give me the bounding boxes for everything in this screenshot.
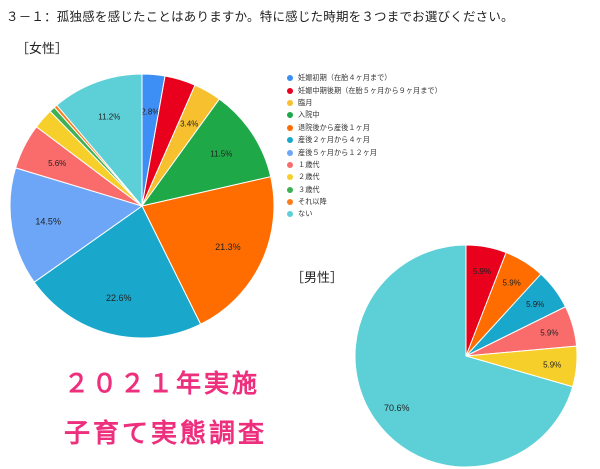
slice-label: 21.3% (215, 242, 241, 252)
legend-item: 産後５ヶ月から１２ヶ月 (287, 146, 442, 158)
pie-slice (33, 205, 202, 339)
legend-label: ２歳代 (298, 172, 320, 182)
legend-item: ２歳代 (287, 171, 442, 183)
slice-label: 11.5% (210, 150, 232, 159)
female-section-label: ［女性］ (16, 42, 69, 57)
legend-item: 臨月 (287, 97, 442, 109)
legend-label: それ以降 (298, 197, 327, 207)
legend-swatch (287, 211, 293, 218)
slice-label: 5.6% (48, 159, 66, 168)
legend-swatch (287, 199, 293, 206)
legend-swatch (287, 112, 293, 119)
slice-label: 14.5% (35, 216, 61, 226)
legend-swatch (287, 99, 293, 106)
pie-slice (141, 176, 275, 325)
slice-label: 2.8% (141, 107, 159, 116)
slice-label: 22.6% (106, 293, 132, 303)
legend-swatch (287, 149, 293, 156)
legend-swatch (287, 87, 293, 94)
legend-item: それ以降 (287, 196, 442, 208)
legend-item: ３歳代 (287, 184, 442, 196)
legend-label: 産後２ヶ月から４ヶ月 (298, 135, 370, 145)
legend-label: 臨月 (298, 97, 313, 107)
legend-label: ない (298, 209, 313, 219)
legend-swatch (287, 137, 293, 144)
legend-label: 産後５ヶ月から１２ヶ月 (298, 147, 378, 157)
slice-label: 5.9% (503, 278, 521, 287)
legend-label: 入院中 (298, 110, 320, 120)
legend-label: 妊娠初期（在胎４ヶ月まで） (298, 73, 392, 83)
slice-label: 70.6% (384, 403, 410, 413)
pie-slice (354, 244, 574, 468)
promo-year-text: ２０２１年実施 (64, 369, 261, 398)
legend-swatch (287, 161, 293, 168)
legend-item: １歳代 (287, 159, 442, 171)
pie-slice (140, 98, 272, 207)
slice-label: 5.9% (473, 267, 491, 276)
chart-legend: 妊娠初期（在胎４ヶ月まで） 妊娠中期後期（在胎５ヶ月から９ヶ月まで） 臨月入院中退院… (287, 72, 442, 221)
legend-item: 妊娠中期後期（在胎５ヶ月から９ヶ月まで） (287, 84, 442, 96)
legend-item: 妊娠初期（在胎４ヶ月まで） (287, 72, 442, 84)
legend-item: 入院中 (287, 109, 442, 121)
legend-item: 退院後から産後１ヶ月 (287, 122, 442, 134)
slice-label: 5.9% (543, 360, 561, 369)
slice-label: 3.4% (180, 120, 198, 129)
legend-label: 妊娠中期後期（在胎５ヶ月から９ヶ月まで） (298, 85, 442, 95)
male-section-label: ［男性］ (291, 271, 344, 286)
legend-label: １歳代 (298, 159, 320, 169)
legend-swatch (287, 174, 293, 181)
legend-item: ない (287, 208, 442, 220)
legend-label: 退院後から産後１ヶ月 (298, 122, 370, 132)
question-text: ３－１：孤独感を感じたことはありますか。特に感じた時期を３つまでお選びください。 (6, 9, 514, 24)
promo-title-text: 子育て実態調査 (64, 419, 268, 449)
slice-label: 5.9% (526, 300, 544, 309)
legend-swatch (287, 75, 293, 82)
slice-label: 11.2% (98, 113, 120, 122)
legend-swatch (287, 186, 293, 193)
legend-label: ３歳代 (298, 184, 320, 194)
slice-label: 5.9% (540, 329, 558, 338)
pie-slice (56, 73, 143, 208)
legend-swatch (287, 124, 293, 131)
legend-item: 産後２ヶ月から４ヶ月 (287, 134, 442, 146)
